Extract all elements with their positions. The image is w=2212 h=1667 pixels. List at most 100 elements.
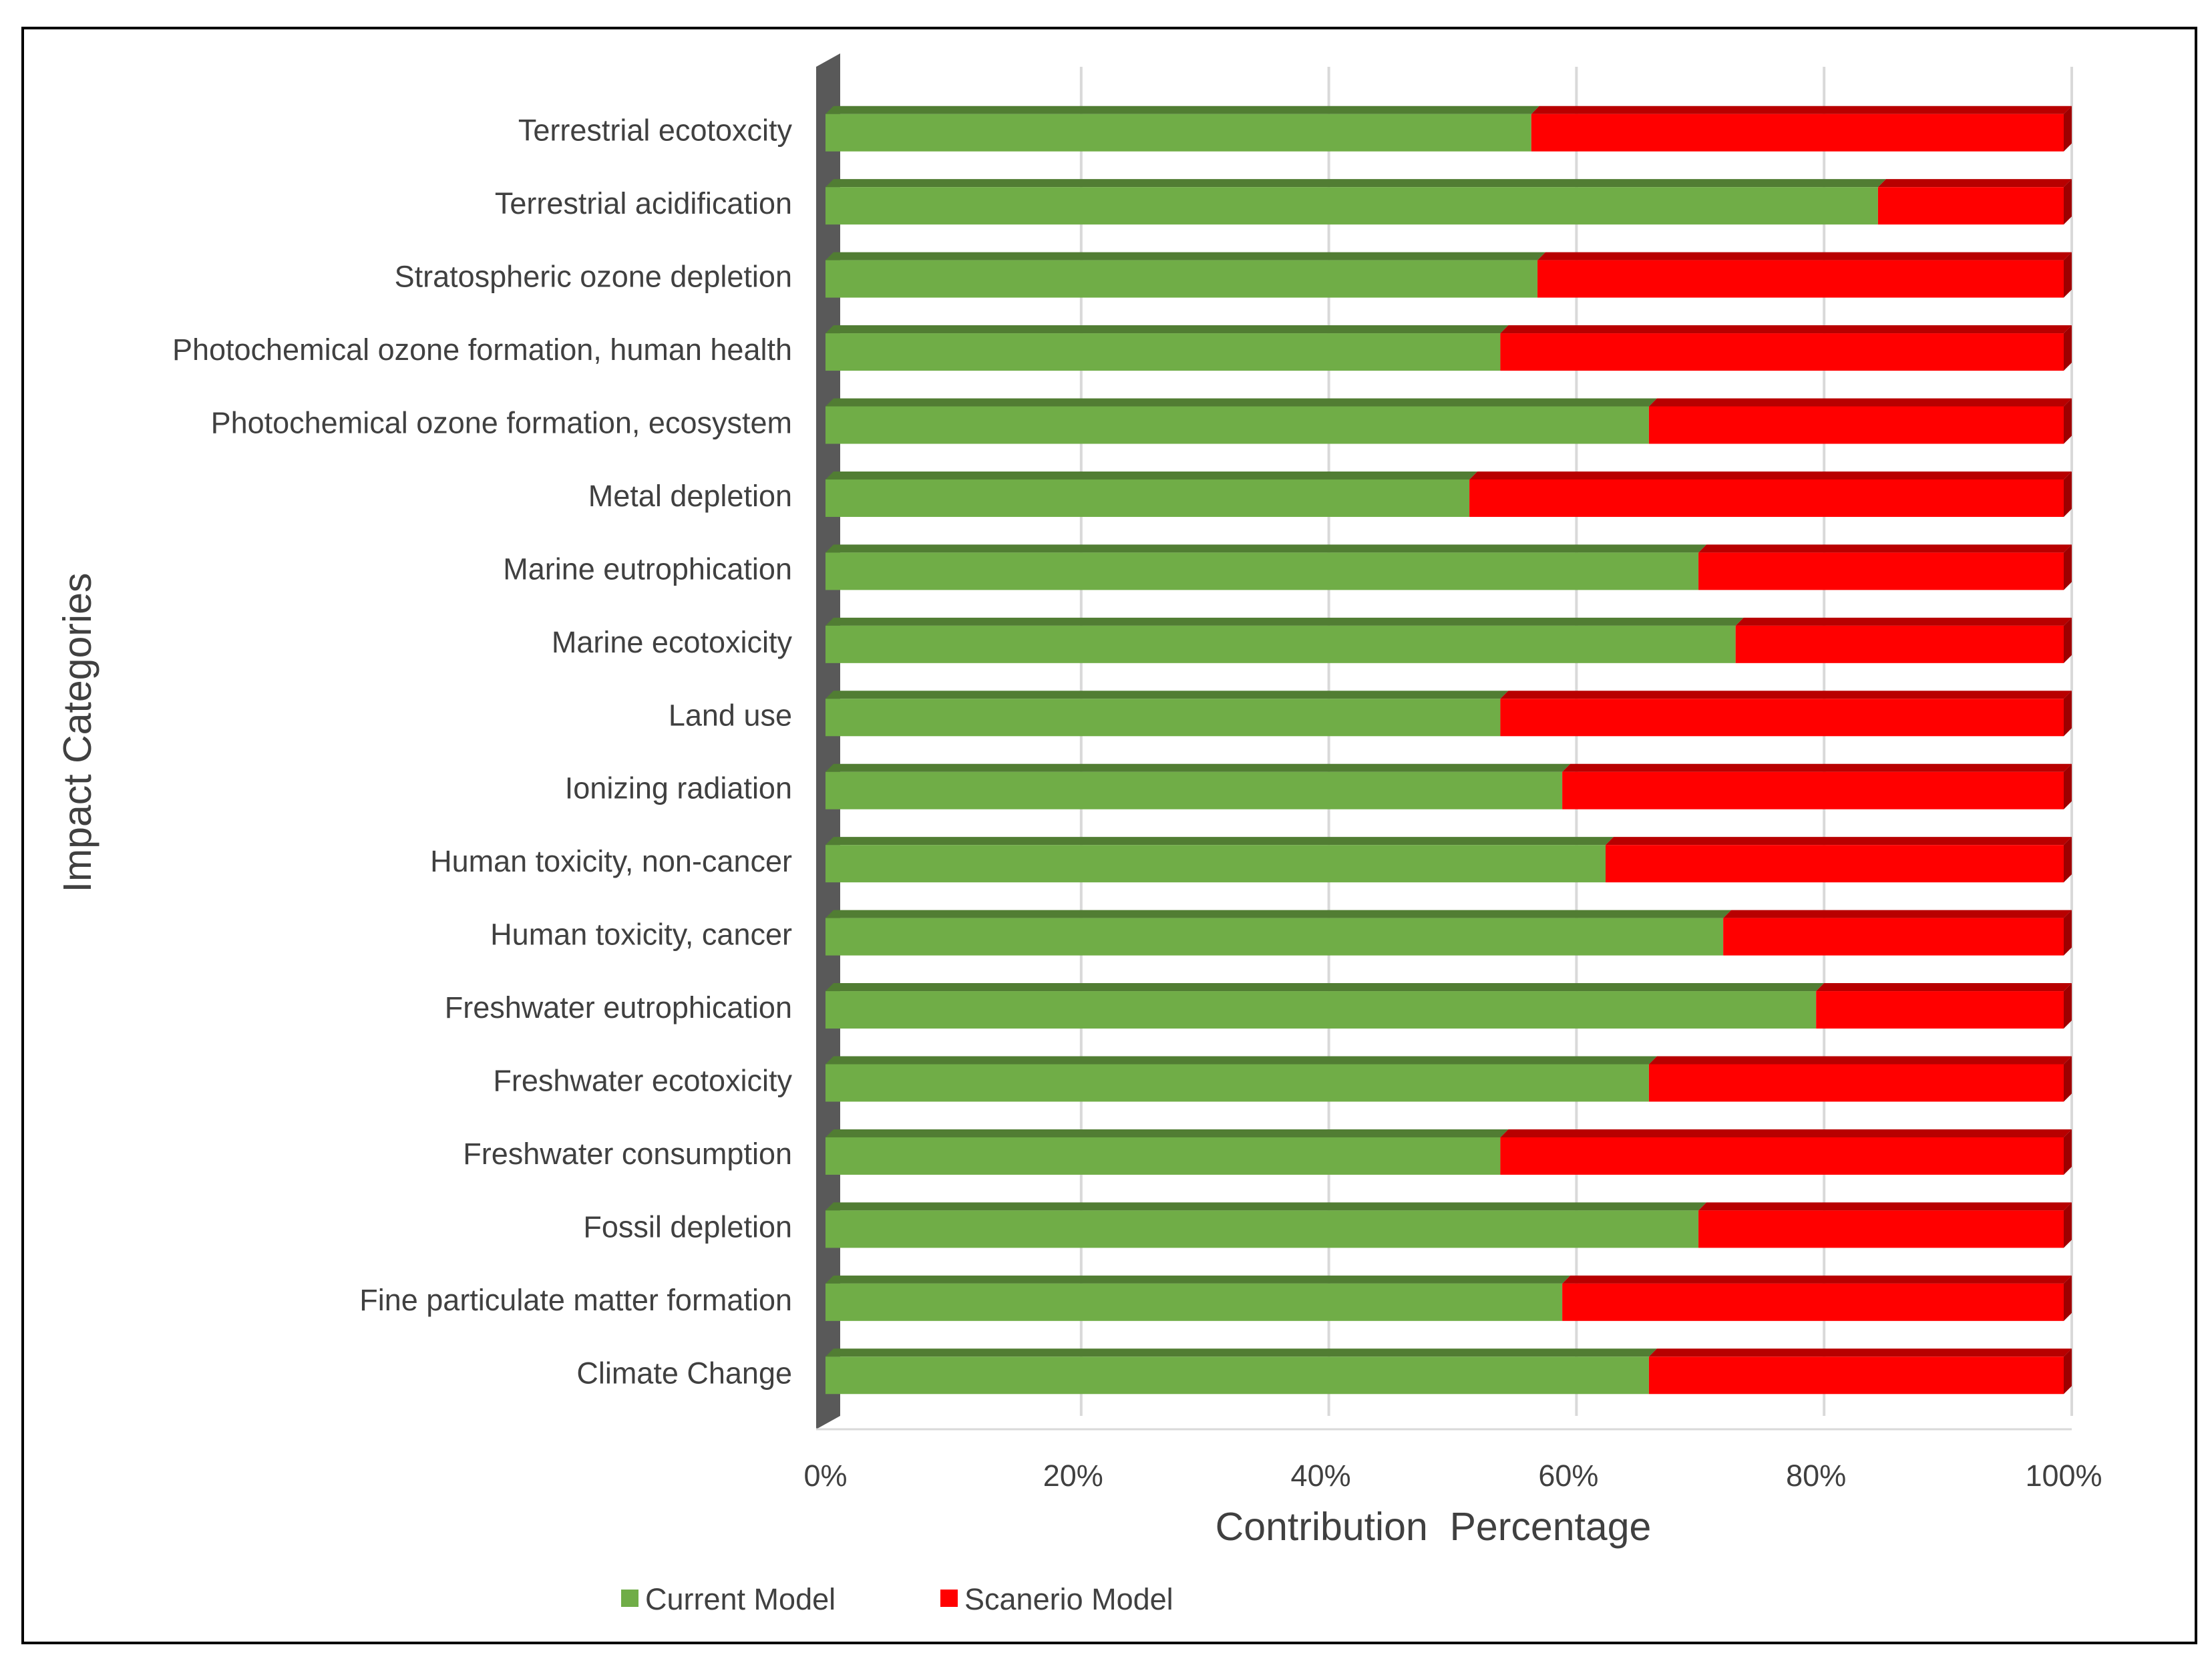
- bar-current-model-terrestrial-ecotoxcity: [825, 114, 1531, 152]
- category-label-freshwater-consumption: Freshwater consumption: [463, 1137, 792, 1171]
- bar-top-scanerio-model-freshwater-eutrophication: [1816, 983, 2072, 992]
- bar-side-scanerio-model-freshwater-eutrophication: [2064, 983, 2072, 1029]
- bar-current-model-marine-eutrophication: [825, 552, 1699, 590]
- category-label-marine-eutrophication: Marine eutrophication: [503, 552, 792, 586]
- x-tick-labels: 0% 20% 40% 60% 80% 100%: [803, 1459, 2102, 1493]
- category-label-climate-change: Climate Change: [576, 1356, 792, 1390]
- bar-top-current-model-stratospheric-ozone-depletion: [825, 252, 1546, 260]
- bar-current-model-terrestrial-acidification: [825, 187, 1878, 225]
- bar-top-scanerio-model-freshwater-consumption: [1500, 1129, 2072, 1137]
- category-label-marine-ecotoxicity: Marine ecotoxicity: [552, 625, 793, 659]
- bar-top-scanerio-model-stratospheric-ozone-depletion: [1537, 252, 2072, 260]
- bar-current-model-land-use: [825, 699, 1501, 737]
- category-label-freshwater-ecotoxicity: Freshwater ecotoxicity: [493, 1064, 792, 1098]
- bar-top-scanerio-model-photochemical-ozone-formation-ecosystem: [1648, 398, 2072, 407]
- bar-side-scanerio-model-terrestrial-acidification: [2064, 179, 2072, 225]
- bar-scanerio-model-stratospheric-ozone-depletion: [1537, 260, 2064, 298]
- bar-current-model-marine-ecotoxicity: [825, 625, 1736, 663]
- bar-scanerio-model-fossil-depletion: [1698, 1210, 2064, 1248]
- bar-top-current-model-fossil-depletion: [825, 1202, 1707, 1211]
- bar-top-scanerio-model-marine-eutrophication: [1698, 544, 2072, 553]
- bar-side-scanerio-model-freshwater-consumption: [2064, 1129, 2072, 1175]
- bar-side-scanerio-model-marine-ecotoxicity: [2064, 617, 2072, 663]
- category-label-ionizing-radiation: Ionizing radiation: [565, 771, 792, 805]
- bar-top-scanerio-model-marine-ecotoxicity: [1735, 617, 2072, 626]
- bar-current-model-freshwater-ecotoxicity: [825, 1064, 1649, 1102]
- bar-scanerio-model-climate-change: [1648, 1356, 2064, 1395]
- bar-top-current-model-marine-eutrophication: [825, 544, 1707, 553]
- bar-scanerio-model-photochemical-ozone-formation-human-health: [1500, 333, 2064, 371]
- bar-side-scanerio-model-stratospheric-ozone-depletion: [2064, 252, 2072, 298]
- bar-side-scanerio-model-freshwater-ecotoxicity: [2064, 1056, 2072, 1102]
- legend-swatch-current: [621, 1590, 638, 1607]
- x-tick-label-80: 80%: [1786, 1459, 1846, 1493]
- category-label-photochemical-ozone-formation-human-health: Photochemical ozone formation, human hea…: [172, 333, 792, 367]
- bar-side-scanerio-model-fine-particulate-matter-formation: [2064, 1275, 2072, 1321]
- bar-top-current-model-freshwater-eutrophication: [825, 983, 1825, 992]
- bar-current-model-ionizing-radiation: [825, 771, 1563, 809]
- category-label-photochemical-ozone-formation-ecosystem: Photochemical ozone formation, ecosystem: [211, 406, 792, 440]
- bar-top-scanerio-model-terrestrial-acidification: [1877, 179, 2072, 188]
- legend: Current Model Scanerio Model: [621, 1582, 1173, 1616]
- bar-top-scanerio-model-photochemical-ozone-formation-human-health: [1500, 325, 2072, 334]
- category-label-human-toxicity-non-cancer: Human toxicity, non-cancer: [430, 844, 792, 878]
- category-label-human-toxicity-cancer: Human toxicity, cancer: [490, 918, 792, 952]
- bar-top-current-model-freshwater-consumption: [825, 1129, 1509, 1137]
- bar-top-scanerio-model-human-toxicity-non-cancer: [1606, 837, 2072, 846]
- y-axis-title: Impact Categories: [55, 573, 100, 893]
- category-label-stratospheric-ozone-depletion: Stratospheric ozone depletion: [395, 260, 792, 294]
- bar-current-model-fine-particulate-matter-formation: [825, 1283, 1563, 1321]
- bar-top-scanerio-model-land-use: [1500, 691, 2072, 699]
- x-tick-label-40: 40%: [1291, 1459, 1351, 1493]
- bar-current-model-human-toxicity-cancer: [825, 918, 1724, 956]
- category-label-metal-depletion: Metal depletion: [588, 479, 792, 513]
- bar-scanerio-model-fine-particulate-matter-formation: [1562, 1283, 2064, 1321]
- bar-side-scanerio-model-metal-depletion: [2064, 471, 2072, 517]
- bar-top-current-model-climate-change: [825, 1348, 1657, 1357]
- bar-top-current-model-human-toxicity-cancer: [825, 910, 1732, 918]
- bar-top-current-model-photochemical-ozone-formation-human-health: [825, 325, 1509, 334]
- legend-label-scenario: Scanerio Model: [964, 1582, 1173, 1616]
- bar-top-current-model-terrestrial-acidification: [825, 179, 1886, 188]
- x-tick-label-60: 60%: [1538, 1459, 1598, 1493]
- bar-current-model-freshwater-eutrophication: [825, 991, 1817, 1029]
- bar-scanerio-model-freshwater-eutrophication: [1816, 991, 2064, 1029]
- bar-current-model-human-toxicity-non-cancer: [825, 845, 1606, 883]
- bar-top-current-model-photochemical-ozone-formation-ecosystem: [825, 398, 1657, 407]
- bar-scanerio-model-marine-ecotoxicity: [1735, 625, 2064, 663]
- category-label-terrestrial-ecotoxcity: Terrestrial ecotoxcity: [518, 114, 793, 148]
- bar-side-scanerio-model-human-toxicity-cancer: [2064, 910, 2072, 956]
- bar-top-current-model-human-toxicity-non-cancer: [825, 837, 1614, 846]
- bar-side-scanerio-model-human-toxicity-non-cancer: [2064, 837, 2072, 883]
- bar-side-scanerio-model-ionizing-radiation: [2064, 763, 2072, 809]
- bar-side-scanerio-model-photochemical-ozone-formation-ecosystem: [2064, 398, 2072, 444]
- bar-top-current-model-fine-particulate-matter-formation: [825, 1275, 1571, 1284]
- bar-top-scanerio-model-fine-particulate-matter-formation: [1562, 1275, 2072, 1284]
- bar-top-scanerio-model-fossil-depletion: [1698, 1202, 2072, 1211]
- bar-scanerio-model-metal-depletion: [1469, 479, 2064, 517]
- bar-scanerio-model-terrestrial-acidification: [1877, 187, 2064, 225]
- bar-scanerio-model-terrestrial-ecotoxcity: [1531, 114, 2064, 152]
- bar-side-scanerio-model-photochemical-ozone-formation-human-health: [2064, 325, 2072, 371]
- legend-swatch-scenario: [940, 1590, 958, 1607]
- bar-current-model-freshwater-consumption: [825, 1137, 1501, 1175]
- bar-scanerio-model-freshwater-ecotoxicity: [1648, 1064, 2064, 1102]
- bar-top-scanerio-model-human-toxicity-cancer: [1723, 910, 2072, 918]
- bar-top-scanerio-model-ionizing-radiation: [1562, 763, 2072, 772]
- category-label-fossil-depletion: Fossil depletion: [583, 1210, 792, 1244]
- legend-item-current: Current Model: [621, 1582, 836, 1616]
- legend-item-scenario: Scanerio Model: [940, 1582, 1173, 1616]
- bar-top-scanerio-model-climate-change: [1648, 1348, 2072, 1357]
- bar-current-model-climate-change: [825, 1356, 1649, 1395]
- bar-scanerio-model-human-toxicity-cancer: [1723, 918, 2064, 956]
- category-labels: Terrestrial ecotoxcity Terrestrial acidif…: [172, 114, 793, 1391]
- x-tick-label-0: 0%: [803, 1459, 847, 1493]
- bar-side-scanerio-model-fossil-depletion: [2064, 1202, 2072, 1248]
- bar-scanerio-model-ionizing-radiation: [1562, 771, 2064, 809]
- bar-current-model-photochemical-ozone-formation-ecosystem: [825, 406, 1649, 444]
- bar-scanerio-model-freshwater-consumption: [1500, 1137, 2064, 1175]
- bar-current-model-metal-depletion: [825, 479, 1470, 517]
- bar-side-scanerio-model-climate-change: [2064, 1348, 2072, 1395]
- category-label-freshwater-eutrophication: Freshwater eutrophication: [445, 990, 792, 1025]
